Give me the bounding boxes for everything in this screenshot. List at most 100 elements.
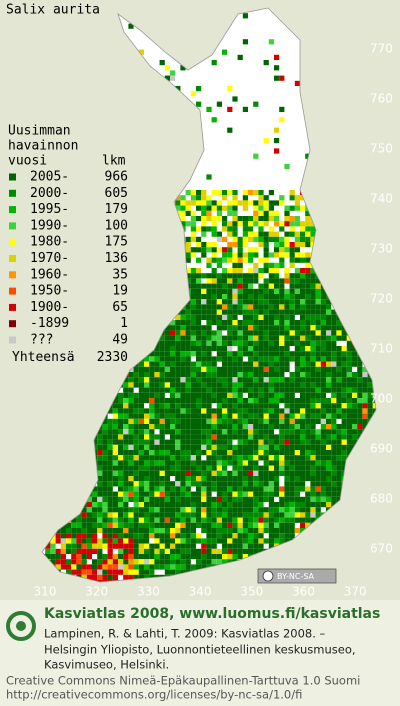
grid-cell <box>128 398 134 404</box>
grid-cell <box>138 387 144 393</box>
grid-cell <box>164 450 170 456</box>
grid-cell <box>133 528 139 534</box>
grid-cell <box>263 522 269 528</box>
grid-cell <box>300 434 306 440</box>
grid-cell <box>227 231 233 237</box>
grid-cell <box>289 418 295 424</box>
grid-cell <box>128 512 134 518</box>
grid-cell <box>222 377 228 383</box>
grid-cell <box>107 512 113 518</box>
grid-cell <box>107 569 113 575</box>
grid-cell <box>346 377 352 383</box>
grid-cell <box>284 387 290 393</box>
grid-cell <box>294 486 300 492</box>
grid-cell <box>149 444 155 450</box>
grid-cell <box>164 382 170 388</box>
grid-cell <box>102 574 108 580</box>
grid-cell <box>154 361 160 367</box>
grid-cell <box>71 569 77 575</box>
grid-cell <box>196 226 202 232</box>
grid-cell <box>294 299 300 305</box>
grid-cell <box>222 205 228 211</box>
grid-cell <box>222 387 228 393</box>
legend-count: 966 <box>105 170 128 185</box>
grid-cell <box>248 314 254 320</box>
grid-cell <box>300 340 306 346</box>
grid-cell <box>232 507 238 513</box>
grid-cell <box>170 455 176 461</box>
grid-cell <box>300 382 306 388</box>
grid-cell <box>138 450 144 456</box>
grid-cell <box>107 434 113 440</box>
grid-cell <box>216 502 222 508</box>
grid-cell <box>232 190 238 196</box>
y-grid-label: 680 <box>370 492 393 506</box>
grid-cell <box>180 465 186 471</box>
grid-cell <box>190 533 196 539</box>
grid-cell <box>284 470 290 476</box>
grid-cell <box>268 356 274 362</box>
grid-cell <box>326 325 332 331</box>
grid-cell <box>175 330 181 336</box>
grid-cell <box>144 574 150 580</box>
grid-cell <box>227 372 233 378</box>
grid-cell <box>196 398 202 404</box>
grid-cell <box>118 533 124 539</box>
grid-cell <box>258 205 264 211</box>
grid-cell <box>118 543 124 549</box>
grid-cell <box>352 424 358 430</box>
grid-cell <box>92 569 98 575</box>
grid-cell <box>305 382 311 388</box>
grid-cell <box>149 356 155 362</box>
grid-cell <box>284 340 290 346</box>
grid-cell <box>320 460 326 466</box>
grid-cell <box>164 325 170 331</box>
grid-cell <box>144 366 150 372</box>
grid-cell <box>258 444 264 450</box>
grid-cell <box>154 356 160 362</box>
grid-cell <box>201 340 207 346</box>
grid-cell <box>123 481 129 487</box>
grid-cell <box>320 346 326 352</box>
grid-cell <box>97 580 103 582</box>
grid-cell <box>206 361 212 367</box>
grid-cell <box>154 486 160 492</box>
grid-cell <box>128 460 134 466</box>
grid-cell <box>279 372 285 378</box>
grid-cell <box>222 294 228 300</box>
grid-cell <box>216 439 222 445</box>
grid-cell <box>144 465 150 471</box>
grid-cell <box>196 101 202 107</box>
grid-cell <box>180 559 186 565</box>
grid-cell <box>216 418 222 424</box>
grid-cell <box>107 522 113 528</box>
grid-cell <box>112 517 118 523</box>
grid-cell <box>211 377 217 383</box>
grid-cell <box>196 299 202 305</box>
grid-cell <box>242 314 248 320</box>
grid-cell <box>149 439 155 445</box>
grid-cell <box>331 418 337 424</box>
grid-cell <box>128 543 134 549</box>
grid-cell <box>263 460 269 466</box>
grid-cell <box>284 366 290 372</box>
grid-cell <box>284 288 290 294</box>
grid-cell <box>97 507 103 513</box>
grid-cell <box>289 392 295 398</box>
grid-cell <box>263 403 269 409</box>
grid-cell <box>232 226 238 232</box>
grid-cell <box>222 470 228 476</box>
grid-cell <box>196 434 202 440</box>
grid-cell <box>331 387 337 393</box>
grid-cell <box>294 465 300 471</box>
grid-cell <box>294 502 300 508</box>
grid-cell <box>128 491 134 497</box>
grid-cell <box>268 278 274 284</box>
grid-cell <box>279 528 285 534</box>
grid-cell <box>242 309 248 315</box>
grid-cell <box>320 372 326 378</box>
grid-cell <box>248 335 254 341</box>
grid-cell <box>206 226 212 232</box>
grid-cell <box>320 330 326 336</box>
grid-cell <box>279 361 285 367</box>
